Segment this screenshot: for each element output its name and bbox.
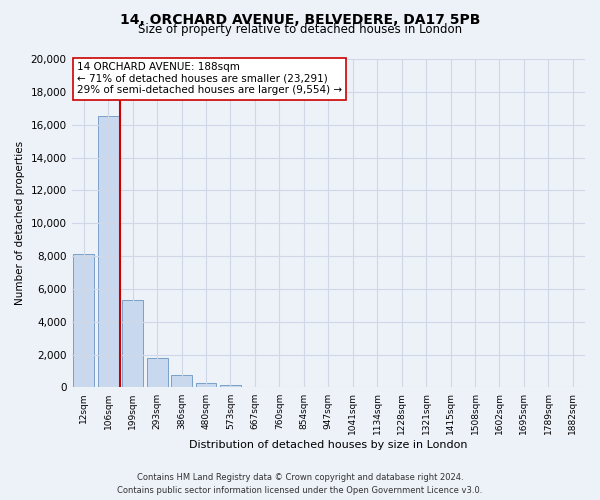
Text: 14 ORCHARD AVENUE: 188sqm
← 71% of detached houses are smaller (23,291)
29% of s: 14 ORCHARD AVENUE: 188sqm ← 71% of detac… — [77, 62, 342, 96]
Bar — [122, 300, 143, 388]
Text: Size of property relative to detached houses in London: Size of property relative to detached ho… — [138, 22, 462, 36]
Bar — [98, 116, 119, 388]
Y-axis label: Number of detached properties: Number of detached properties — [15, 141, 25, 306]
Bar — [220, 384, 241, 388]
X-axis label: Distribution of detached houses by size in London: Distribution of detached houses by size … — [189, 440, 467, 450]
Text: 14, ORCHARD AVENUE, BELVEDERE, DA17 5PB: 14, ORCHARD AVENUE, BELVEDERE, DA17 5PB — [120, 12, 480, 26]
Text: Contains HM Land Registry data © Crown copyright and database right 2024.
Contai: Contains HM Land Registry data © Crown c… — [118, 474, 482, 495]
Bar — [73, 254, 94, 388]
Bar — [196, 383, 217, 388]
Bar — [147, 358, 167, 388]
Bar — [171, 375, 192, 388]
